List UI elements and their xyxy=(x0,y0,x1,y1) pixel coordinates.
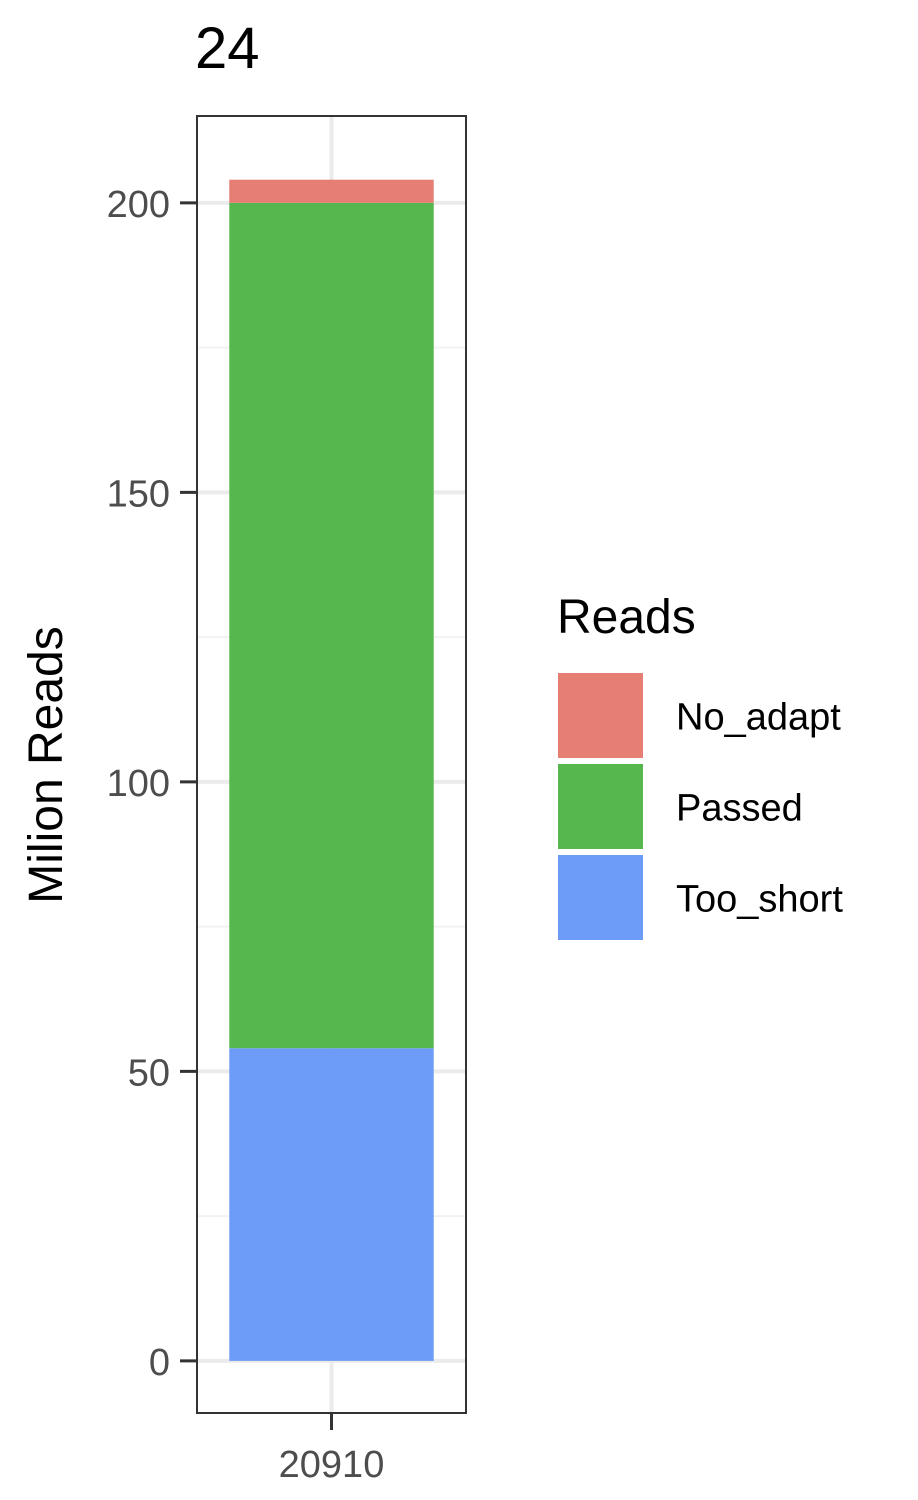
legend-item-label: Too_short xyxy=(676,879,843,921)
y-axis-label: Milion Reads xyxy=(20,626,73,903)
y-tick-label: 200 xyxy=(107,184,170,226)
x-tick-label: 20910 xyxy=(279,1444,385,1486)
legend-item-label: No_adapt xyxy=(676,697,841,739)
y-tick-label: 50 xyxy=(128,1052,170,1094)
y-tick-label: 100 xyxy=(107,763,170,805)
bar-stack xyxy=(229,179,434,1361)
legend-key-swatch xyxy=(558,764,643,849)
bar-segment-too-short xyxy=(229,1048,434,1361)
legend-item-label: Passed xyxy=(676,788,803,830)
legend-key-swatch xyxy=(558,855,643,940)
y-tick-label: 0 xyxy=(149,1342,170,1384)
legend-key-swatch xyxy=(558,673,643,758)
y-axis: 0 50 100 150 200 xyxy=(107,184,197,1384)
legend-title: Reads xyxy=(557,591,696,644)
bar-segment-passed xyxy=(229,202,434,1049)
chart-title: 24 xyxy=(195,16,260,81)
legend: Reads No_adapt Passed Too_short xyxy=(557,591,843,940)
bar-segment-no-adapt xyxy=(229,179,434,203)
legend-items: No_adapt Passed Too_short xyxy=(558,673,843,940)
x-axis: 20910 xyxy=(279,1413,385,1486)
plot-panel xyxy=(196,115,467,1414)
y-tick-label: 150 xyxy=(107,473,170,515)
